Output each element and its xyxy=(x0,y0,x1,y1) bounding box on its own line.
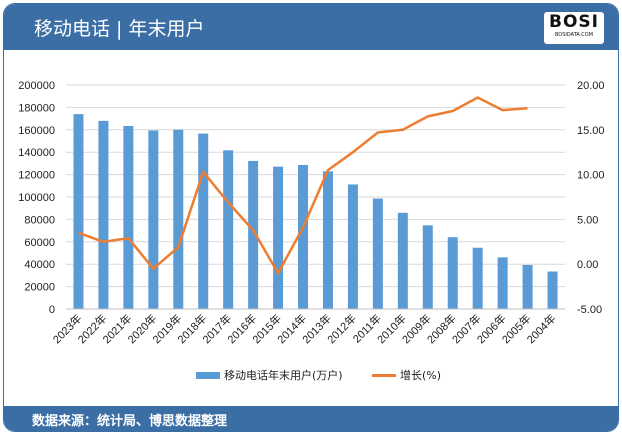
bar xyxy=(173,129,184,309)
right-tick-label: 0.00 xyxy=(577,259,598,271)
left-tick-label: 0 xyxy=(49,304,55,316)
legend-line-swatch xyxy=(372,373,396,377)
right-tick-label: 10.00 xyxy=(577,170,605,182)
bosi-logo: BOSI BOSIDATA.COM xyxy=(544,12,604,44)
left-tick-label: 120000 xyxy=(18,170,55,182)
left-tick-label: 60000 xyxy=(24,237,55,249)
growth-line xyxy=(78,96,528,275)
legend-line-label: 增长(%) xyxy=(400,369,442,382)
bar xyxy=(397,212,408,309)
legend-line: 增长(%) xyxy=(372,367,441,383)
bar xyxy=(447,237,458,309)
left-tick-label: 40000 xyxy=(24,259,55,271)
bar xyxy=(98,120,109,309)
data-source: 数据来源：统计局、博思数据整理 xyxy=(32,414,228,429)
bar xyxy=(472,247,483,309)
right-tick-label: 5.00 xyxy=(577,214,598,226)
bar xyxy=(322,171,333,309)
bar xyxy=(422,225,433,309)
left-tick-label: 20000 xyxy=(24,282,55,294)
bar xyxy=(73,114,84,310)
left-tick-label: 200000 xyxy=(18,80,55,92)
bar xyxy=(298,164,309,309)
left-tick-label: 80000 xyxy=(24,214,55,226)
bar xyxy=(273,166,284,309)
left-tick-label: 100000 xyxy=(18,192,55,204)
legend-bar-swatch xyxy=(196,371,220,379)
bar xyxy=(148,130,159,309)
page-title: 移动电话 | 年末用户 xyxy=(34,18,205,40)
bar xyxy=(497,257,508,309)
header-bar: 移动电话 | 年末用户 BOSI BOSIDATA.COM xyxy=(4,4,618,50)
bar xyxy=(248,160,259,309)
bar xyxy=(522,264,533,309)
left-tick-label: 140000 xyxy=(18,147,55,159)
legend-bar-label: 移动电话年末用户(万户) xyxy=(224,369,343,382)
right-tick-label: 20.00 xyxy=(577,80,605,92)
legend-bar: 移动电话年末用户(万户) xyxy=(196,367,343,383)
bar xyxy=(123,125,134,309)
bar xyxy=(547,271,558,309)
left-tick-label: 160000 xyxy=(18,125,55,137)
bar xyxy=(347,184,358,309)
bar xyxy=(198,133,209,309)
footer-bar: 数据来源：统计局、博思数据整理 xyxy=(4,406,618,431)
bar xyxy=(223,150,234,309)
left-tick-label: 180000 xyxy=(18,102,55,114)
right-tick-label: 15.00 xyxy=(577,125,605,137)
bar xyxy=(372,198,383,309)
right-tick-label: -5.00 xyxy=(577,304,602,316)
